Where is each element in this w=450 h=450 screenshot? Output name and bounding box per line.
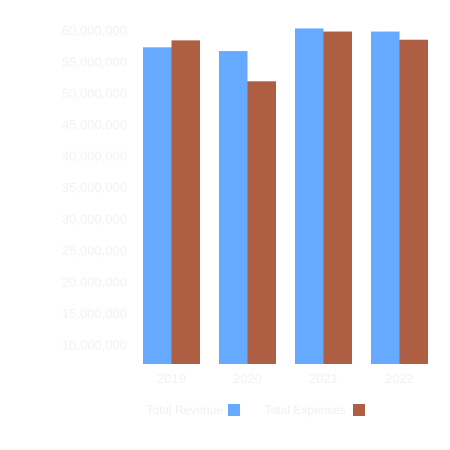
y-axis: 10,000,000 15,000,000 20,000,000 25,000,000… (62, 23, 127, 353)
y-tick-label: 55,000,000 (62, 54, 127, 69)
legend-swatch (228, 404, 240, 416)
legend: Total Revenue Total Expenses (146, 403, 365, 417)
legend-label: Total Revenue (146, 403, 223, 417)
y-tick-label: 25,000,000 (62, 243, 127, 258)
bar-total-revenue-2021 (295, 28, 324, 364)
x-tick-label: 2021 (309, 371, 338, 386)
x-tick-label: 2019 (157, 371, 186, 386)
legend-swatch (353, 404, 365, 416)
y-tick-label: 40,000,000 (62, 149, 127, 164)
bar-total-revenue-2022 (371, 31, 400, 365)
x-tick-label: 2022 (385, 371, 414, 386)
x-tick-label: 2020 (233, 371, 262, 386)
y-tick-label: 50,000,000 (62, 86, 127, 101)
bars (143, 28, 428, 365)
bar-total-revenue-2020 (219, 51, 248, 365)
bar-total-expenses-2022 (399, 39, 428, 364)
y-tick-label: 15,000,000 (62, 306, 127, 321)
legend-label: Total Expenses (265, 403, 346, 417)
y-tick-label: 60,000,000 (62, 23, 127, 38)
y-tick-label: 30,000,000 (62, 212, 127, 227)
bar-total-expenses-2021 (323, 31, 352, 365)
bar-total-expenses-2020 (247, 81, 276, 364)
x-axis: 2019 2020 2021 2022 (157, 371, 414, 386)
bar-total-expenses-2019 (171, 40, 200, 365)
legend-item: Total Revenue (146, 403, 240, 417)
y-tick-label: 45,000,000 (62, 117, 127, 132)
bar-total-revenue-2019 (143, 47, 172, 364)
y-tick-label: 20,000,000 (62, 275, 127, 290)
y-tick-label: 35,000,000 (62, 180, 127, 195)
y-tick-label: 10,000,000 (62, 338, 127, 353)
legend-item: Total Expenses (265, 403, 365, 417)
